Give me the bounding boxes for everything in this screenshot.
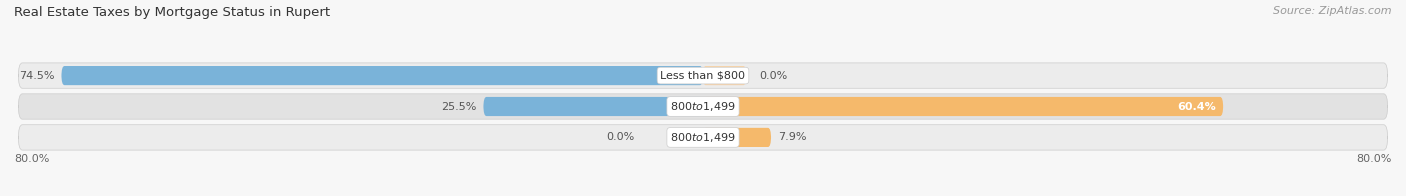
- FancyBboxPatch shape: [484, 97, 703, 116]
- Text: 25.5%: 25.5%: [441, 102, 477, 112]
- Text: Real Estate Taxes by Mortgage Status in Rupert: Real Estate Taxes by Mortgage Status in …: [14, 6, 330, 19]
- FancyBboxPatch shape: [18, 63, 1388, 88]
- Text: $800 to $1,499: $800 to $1,499: [671, 100, 735, 113]
- Text: Less than $800: Less than $800: [661, 71, 745, 81]
- FancyBboxPatch shape: [703, 128, 770, 147]
- FancyBboxPatch shape: [18, 94, 1388, 119]
- FancyBboxPatch shape: [703, 97, 1223, 116]
- Text: 74.5%: 74.5%: [20, 71, 55, 81]
- Text: 60.4%: 60.4%: [1177, 102, 1216, 112]
- Text: 80.0%: 80.0%: [14, 154, 49, 164]
- Text: 0.0%: 0.0%: [606, 132, 634, 142]
- Text: $800 to $1,499: $800 to $1,499: [671, 131, 735, 144]
- FancyBboxPatch shape: [18, 125, 1388, 150]
- FancyBboxPatch shape: [703, 66, 747, 85]
- FancyBboxPatch shape: [62, 66, 703, 85]
- Text: 80.0%: 80.0%: [1357, 154, 1392, 164]
- Text: 0.0%: 0.0%: [759, 71, 787, 81]
- Text: Source: ZipAtlas.com: Source: ZipAtlas.com: [1274, 6, 1392, 16]
- Text: 7.9%: 7.9%: [778, 132, 807, 142]
